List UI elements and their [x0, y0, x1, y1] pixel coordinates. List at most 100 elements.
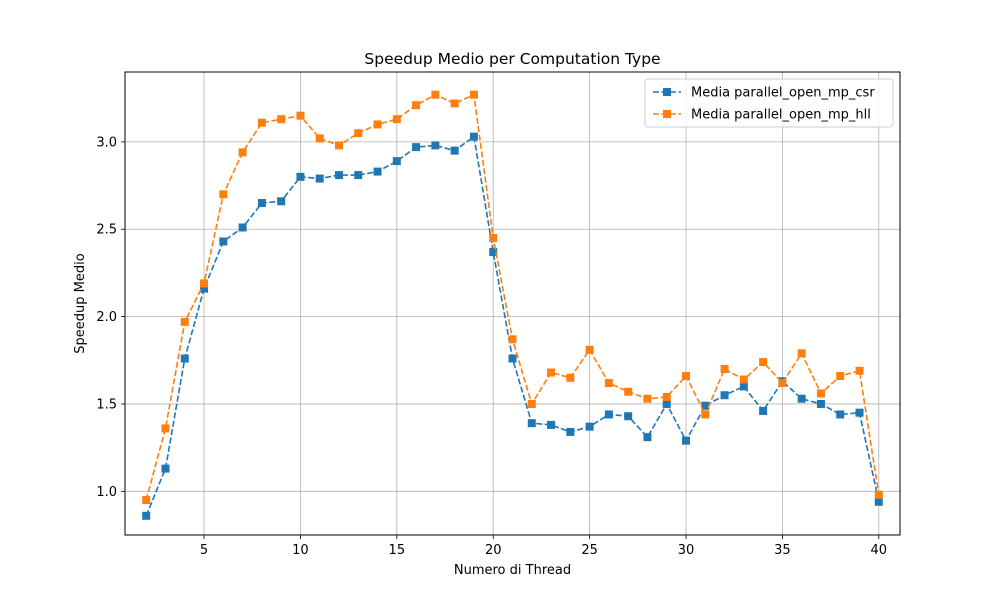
series-1	[142, 132, 883, 520]
series-2-point	[720, 365, 729, 374]
series-2-point	[508, 335, 517, 344]
series-1-point	[682, 436, 691, 445]
series-1-point	[624, 412, 633, 421]
y-tick-label: 2.0	[96, 310, 117, 325]
y-tick-label: 1.0	[96, 485, 117, 500]
series-2-point	[778, 378, 787, 387]
series-1-point	[836, 410, 845, 419]
series-2-point	[257, 118, 266, 127]
series-2-point	[219, 190, 228, 199]
legend: Media parallel_open_mp_csr Media parallel…	[644, 78, 894, 128]
series-1-point	[238, 223, 247, 232]
series-1-point	[277, 197, 286, 206]
legend-item: Media parallel_open_mp_csr	[653, 86, 875, 101]
series-1-point	[392, 157, 401, 166]
series-1-point	[508, 354, 517, 363]
series-2-point	[412, 101, 421, 110]
series-2-point	[643, 394, 652, 403]
series-2-point	[585, 345, 594, 354]
legend-swatch-marker	[663, 88, 671, 96]
series-1-point	[315, 174, 324, 183]
legend-box	[644, 78, 894, 128]
series-1-point	[334, 171, 343, 180]
plot-area	[125, 72, 900, 535]
series-2-point	[469, 90, 478, 99]
series-1-point	[547, 420, 556, 429]
series-2-point	[296, 111, 305, 120]
series-2-point	[855, 366, 864, 375]
x-tick-label: 15	[389, 543, 406, 558]
series-2-point	[277, 115, 286, 124]
series-1-point	[412, 143, 421, 152]
series-layer	[142, 90, 883, 520]
series-2-point	[682, 372, 691, 381]
x-tick-label: 5	[200, 543, 208, 558]
series-1-point	[585, 422, 594, 431]
series-2-point	[624, 387, 633, 396]
series-2-point	[200, 279, 209, 288]
x-tick-label: 30	[678, 543, 695, 558]
series-1-point	[701, 401, 710, 410]
series-2-point	[334, 141, 343, 150]
series-1-point	[604, 410, 613, 419]
series-2-point	[662, 392, 671, 401]
series-2-point	[836, 372, 845, 381]
series-2-point	[489, 233, 498, 242]
series-1-point	[527, 419, 536, 428]
series-1-point	[142, 511, 151, 520]
series-2-point	[739, 375, 748, 384]
series-1-point	[161, 464, 170, 473]
x-tick-label: 20	[485, 543, 502, 558]
series-1-point	[431, 141, 440, 150]
series-1-point	[354, 171, 363, 180]
series-2-point	[759, 358, 768, 367]
series-2-point	[238, 148, 247, 157]
legend-label: Media parallel_open_mp_hll	[691, 108, 871, 123]
series-1-point	[797, 394, 806, 403]
series-1-point	[489, 247, 498, 256]
series-2-point	[527, 399, 536, 408]
y-tick-label: 3.0	[96, 135, 117, 150]
series-2-point	[816, 389, 825, 398]
series-1-point	[200, 284, 209, 293]
series-1-point	[816, 399, 825, 408]
series-2-point	[604, 378, 613, 387]
series-1-point	[257, 199, 266, 208]
x-tick-label: 35	[774, 543, 791, 558]
x-tick-label: 25	[581, 543, 598, 558]
legend-swatch-marker	[663, 110, 671, 118]
series-1-point	[180, 354, 189, 363]
series-2-point	[161, 424, 170, 433]
series-2-point	[142, 496, 151, 505]
series-1-point	[874, 497, 883, 506]
series-2-point	[315, 134, 324, 143]
series-1-point	[739, 382, 748, 391]
series-2-point	[180, 317, 189, 326]
grid	[125, 72, 900, 535]
series-1-point	[662, 399, 671, 408]
series-1-point	[296, 172, 305, 181]
series-2-point	[797, 349, 806, 358]
ticks: 5 10 15 20 25 30 35 40 1.0 1.5 2.0 2.5 3.0	[96, 135, 887, 558]
series-2-point	[450, 99, 459, 108]
series-2-point	[566, 373, 575, 382]
series-1-point	[450, 146, 459, 155]
y-tick-label: 1.5	[96, 397, 117, 412]
series-2-point	[392, 115, 401, 124]
series-1-point	[855, 408, 864, 417]
y-tick-label: 2.5	[96, 223, 117, 238]
series-1-point	[759, 406, 768, 415]
series-2-point	[701, 410, 710, 419]
x-tick-label: 10	[292, 543, 309, 558]
y-axis-label: Speedup Medio	[73, 253, 88, 353]
legend-label: Media parallel_open_mp_csr	[691, 86, 875, 101]
x-tick-label: 40	[871, 543, 888, 558]
series-1-point	[469, 132, 478, 141]
series-1-point	[720, 391, 729, 400]
series-2-point	[373, 120, 382, 129]
series-2	[142, 90, 883, 505]
series-1-point	[643, 433, 652, 442]
series-2-point	[874, 490, 883, 499]
series-2-point	[431, 90, 440, 99]
chart-title: Speedup Medio per Computation Type	[364, 50, 660, 68]
